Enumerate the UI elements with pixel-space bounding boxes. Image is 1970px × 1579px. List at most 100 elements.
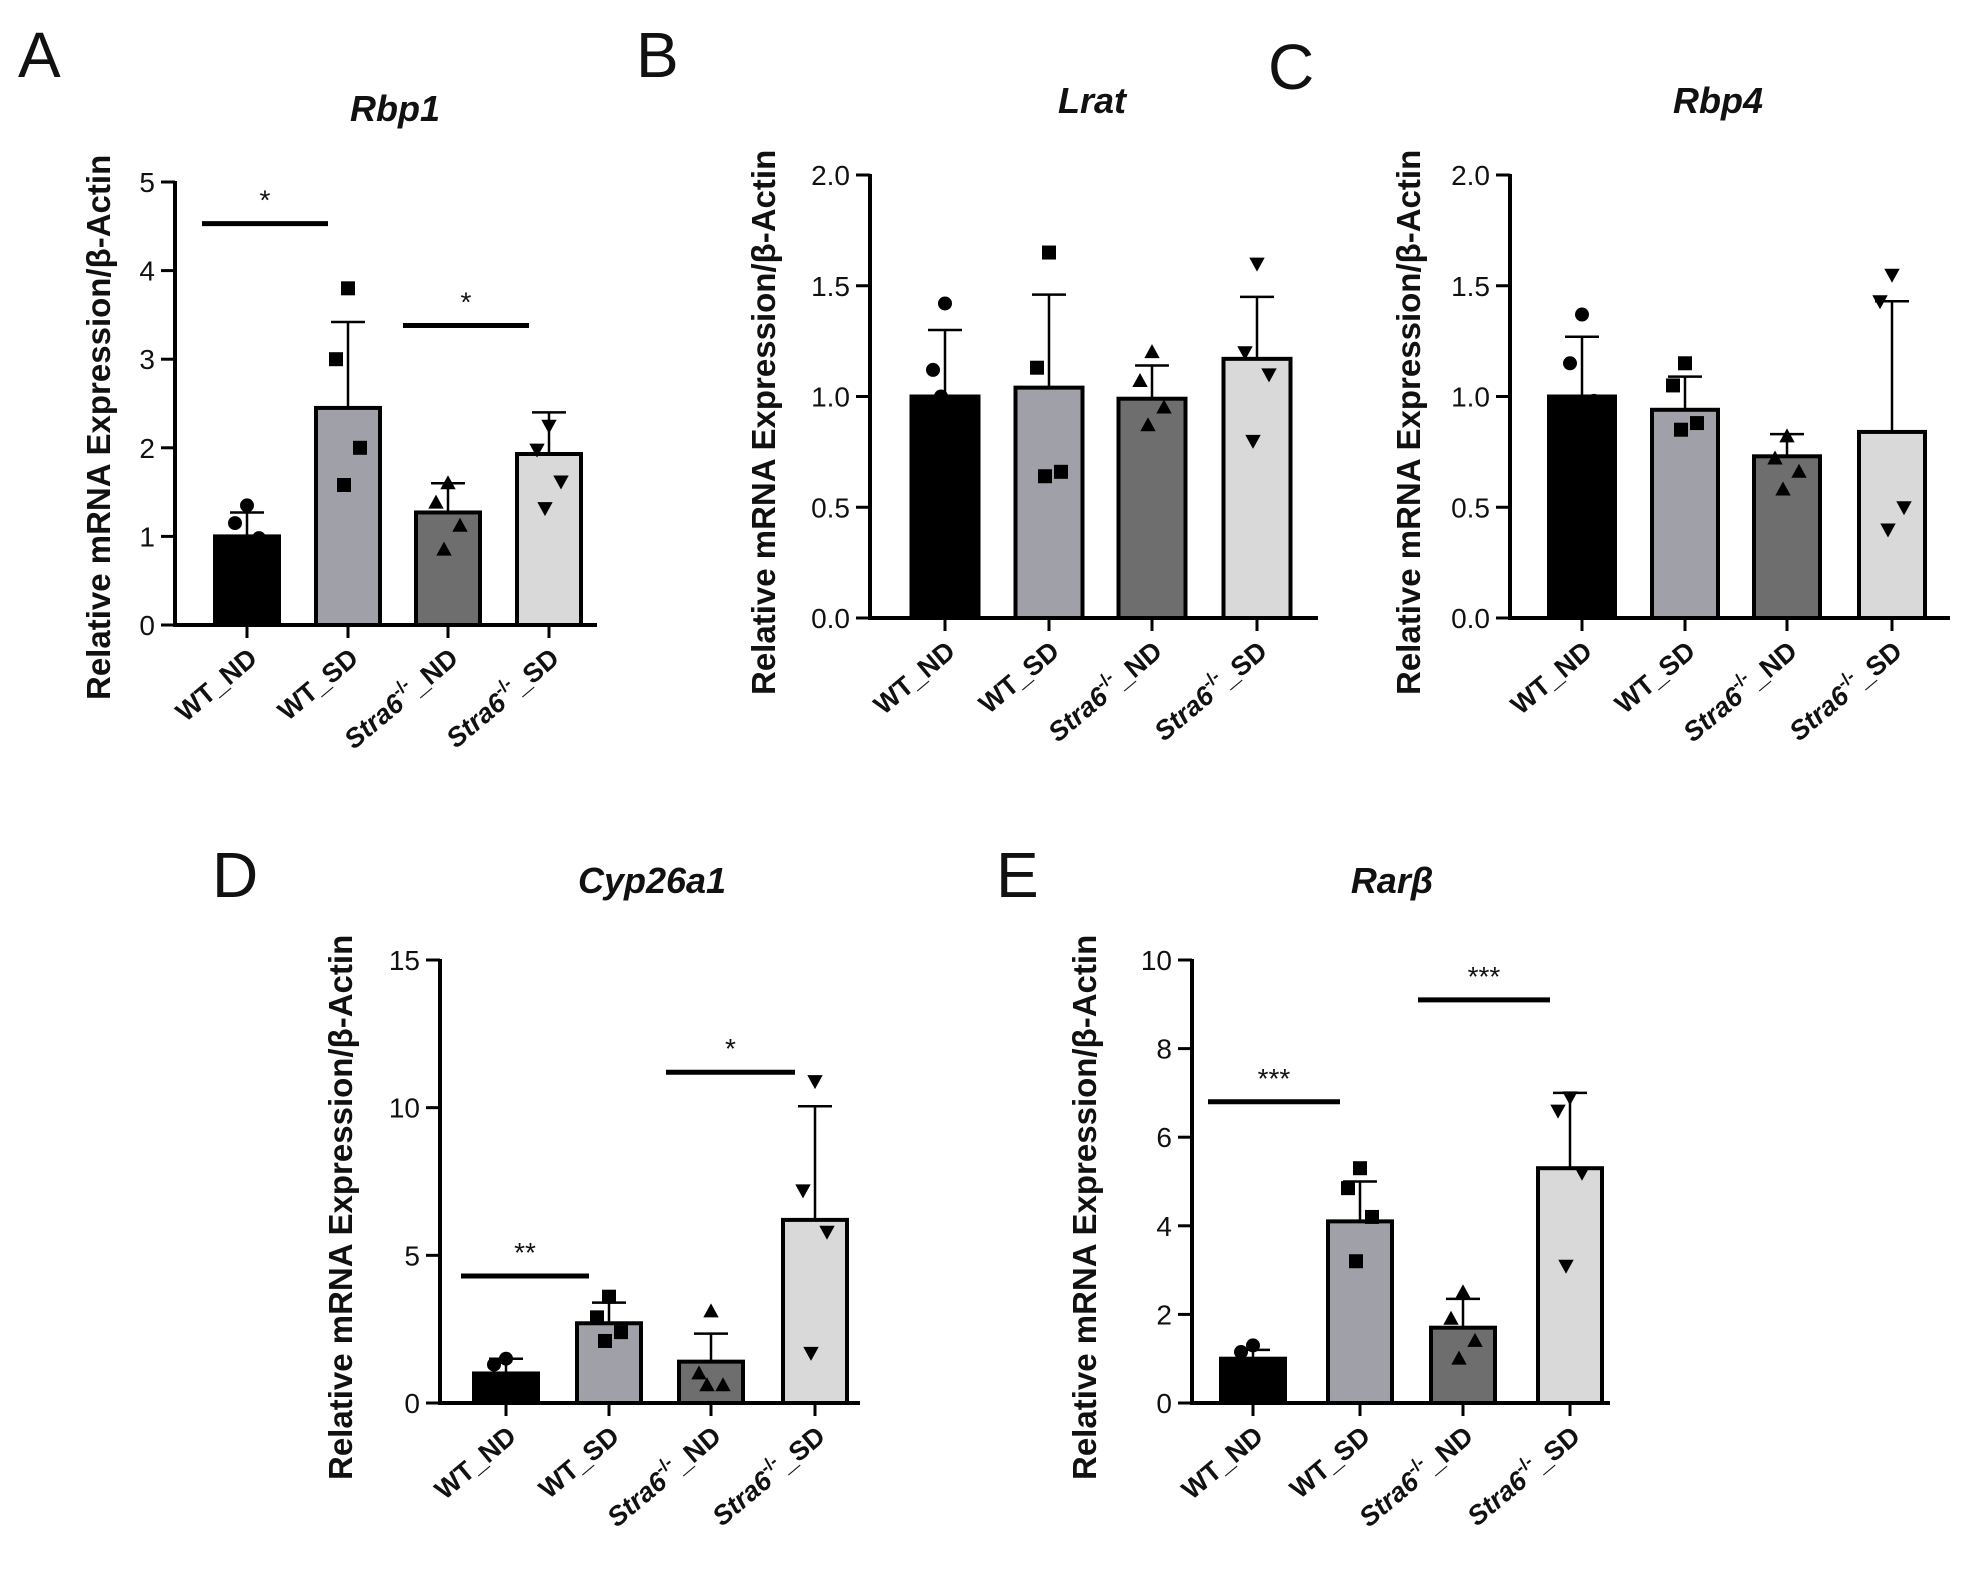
data-point-a-1: [337, 478, 351, 493]
data-point-b-2: [1140, 417, 1156, 432]
data-point-e-1: [1353, 1161, 1367, 1176]
data-point-a-3: [541, 419, 557, 434]
y-tick-label-a: 3: [139, 344, 155, 375]
bar-e-0: [1219, 1356, 1287, 1405]
bar-a-1: [314, 405, 382, 627]
x-tick-label-c-2: Stra6-/-_ND: [1675, 633, 1803, 748]
x-tick-label-e-1: WT_SD: [1284, 1421, 1376, 1505]
data-point-a-3: [537, 502, 553, 517]
y-tick-label-c: 0.5: [1451, 492, 1490, 523]
data-point-b-3: [1261, 368, 1277, 383]
x-tick-label-d-2: Stra6-/-_ND: [599, 1418, 727, 1533]
data-point-d-3: [803, 1346, 819, 1361]
data-point-c-1: [1674, 422, 1688, 437]
data-point-e-0: [1234, 1345, 1248, 1360]
data-point-d-1: [602, 1289, 616, 1304]
data-point-b-3: [1237, 346, 1253, 361]
data-point-d-2: [691, 1365, 707, 1380]
panel-letter-e: E: [996, 839, 1039, 911]
data-point-d-3: [819, 1225, 835, 1240]
x-tick-label-b-1: WT_SD: [973, 636, 1065, 720]
bar-e-2: [1429, 1325, 1497, 1405]
data-point-b-2: [1156, 399, 1172, 414]
y-tick-label-d: 0: [404, 1388, 420, 1419]
y-tick-label-d: 5: [404, 1240, 420, 1271]
data-point-c-0: [1571, 429, 1585, 444]
data-point-c-1: [1666, 378, 1680, 393]
x-tick-label-d-1: WT_SD: [533, 1421, 625, 1505]
x-tick-label-d-0: WT_ND: [429, 1421, 522, 1506]
y-tick-label-b: 1.0: [811, 382, 850, 413]
data-point-a-2: [452, 517, 468, 532]
y-tick-label-d: 10: [389, 1093, 420, 1124]
data-point-a-0: [240, 498, 254, 513]
significance-label-d-0: **: [514, 1237, 536, 1268]
data-point-b-0: [950, 396, 964, 411]
data-point-e-0: [1242, 1364, 1256, 1379]
data-point-c-0: [1563, 356, 1577, 371]
data-point-b-0: [938, 296, 952, 311]
x-tick-label-b-2: Stra6-/-_ND: [1040, 633, 1168, 748]
data-point-d-0: [499, 1351, 513, 1366]
data-point-d-3: [795, 1184, 811, 1199]
data-point-c-2: [1791, 463, 1807, 478]
data-point-e-2: [1451, 1350, 1467, 1365]
data-point-d-1: [614, 1325, 628, 1340]
data-point-c-3: [1884, 268, 1900, 283]
significance-label-d-1: *: [725, 1033, 736, 1064]
data-point-c-0: [1575, 307, 1589, 322]
panel-letter-a: A: [18, 19, 61, 91]
data-point-c-0: [1587, 393, 1601, 408]
data-point-d-1: [598, 1333, 612, 1348]
data-point-e-3: [1550, 1104, 1566, 1119]
data-point-d-0: [495, 1384, 509, 1399]
data-point-b-3: [1245, 434, 1261, 449]
data-point-e-3: [1574, 1166, 1590, 1181]
data-point-c-3: [1896, 501, 1912, 516]
data-point-b-1: [1042, 245, 1056, 260]
panel-letter-d: D: [212, 839, 259, 911]
data-point-c-2: [1779, 428, 1795, 443]
data-point-c-3: [1880, 523, 1896, 538]
data-point-b-2: [1132, 372, 1148, 387]
y-tick-label-b: 1.5: [811, 271, 850, 302]
data-point-e-3: [1562, 1091, 1578, 1106]
bar-b-0: [909, 394, 981, 620]
chart-title-cyp26a1: Cyp26a1: [577, 860, 727, 901]
panel-letter-b: B: [636, 19, 679, 91]
x-tick-label-b-0: WT_ND: [868, 636, 961, 721]
y-tick-label-e: 6: [1156, 1122, 1172, 1153]
bar-e-3: [1536, 1166, 1604, 1405]
y-tick-label-d: 15: [389, 945, 420, 976]
y-tick-label-e: 8: [1156, 1034, 1172, 1065]
bar-b-2: [1116, 396, 1188, 620]
data-point-e-2: [1443, 1310, 1459, 1325]
data-point-d-2: [715, 1377, 731, 1392]
data-point-a-2: [440, 475, 456, 490]
y-tick-label-c: 2.0: [1451, 160, 1490, 191]
data-point-a-3: [553, 475, 569, 490]
x-tick-label-a-1: WT_SD: [272, 643, 364, 727]
bar-c-0: [1547, 394, 1617, 620]
data-point-c-2: [1775, 481, 1791, 496]
y-tick-label-e: 0: [1156, 1388, 1172, 1419]
y-tick-label-e: 10: [1141, 945, 1172, 976]
bar-c-1: [1650, 407, 1720, 621]
bar-a-2: [414, 510, 482, 628]
data-point-b-2: [1144, 344, 1160, 359]
y-tick-label-c: 1.0: [1451, 382, 1490, 413]
data-point-e-1: [1349, 1254, 1363, 1269]
panel-letter-c: C: [1268, 31, 1315, 103]
significance-label-e-0: ***: [1258, 1063, 1291, 1094]
data-point-d-1: [590, 1310, 604, 1325]
data-point-e-0: [1246, 1338, 1260, 1353]
data-point-c-3: [1872, 295, 1888, 310]
bar-a-0: [213, 534, 281, 628]
chart-title-lrat: Lrat: [1057, 80, 1127, 121]
data-point-a-1: [329, 352, 343, 367]
bar-e-1: [1326, 1219, 1394, 1405]
data-point-c-1: [1690, 416, 1704, 431]
bar-d-2: [677, 1359, 745, 1405]
bar-b-1: [1013, 385, 1085, 621]
bar-d-3: [781, 1217, 849, 1405]
